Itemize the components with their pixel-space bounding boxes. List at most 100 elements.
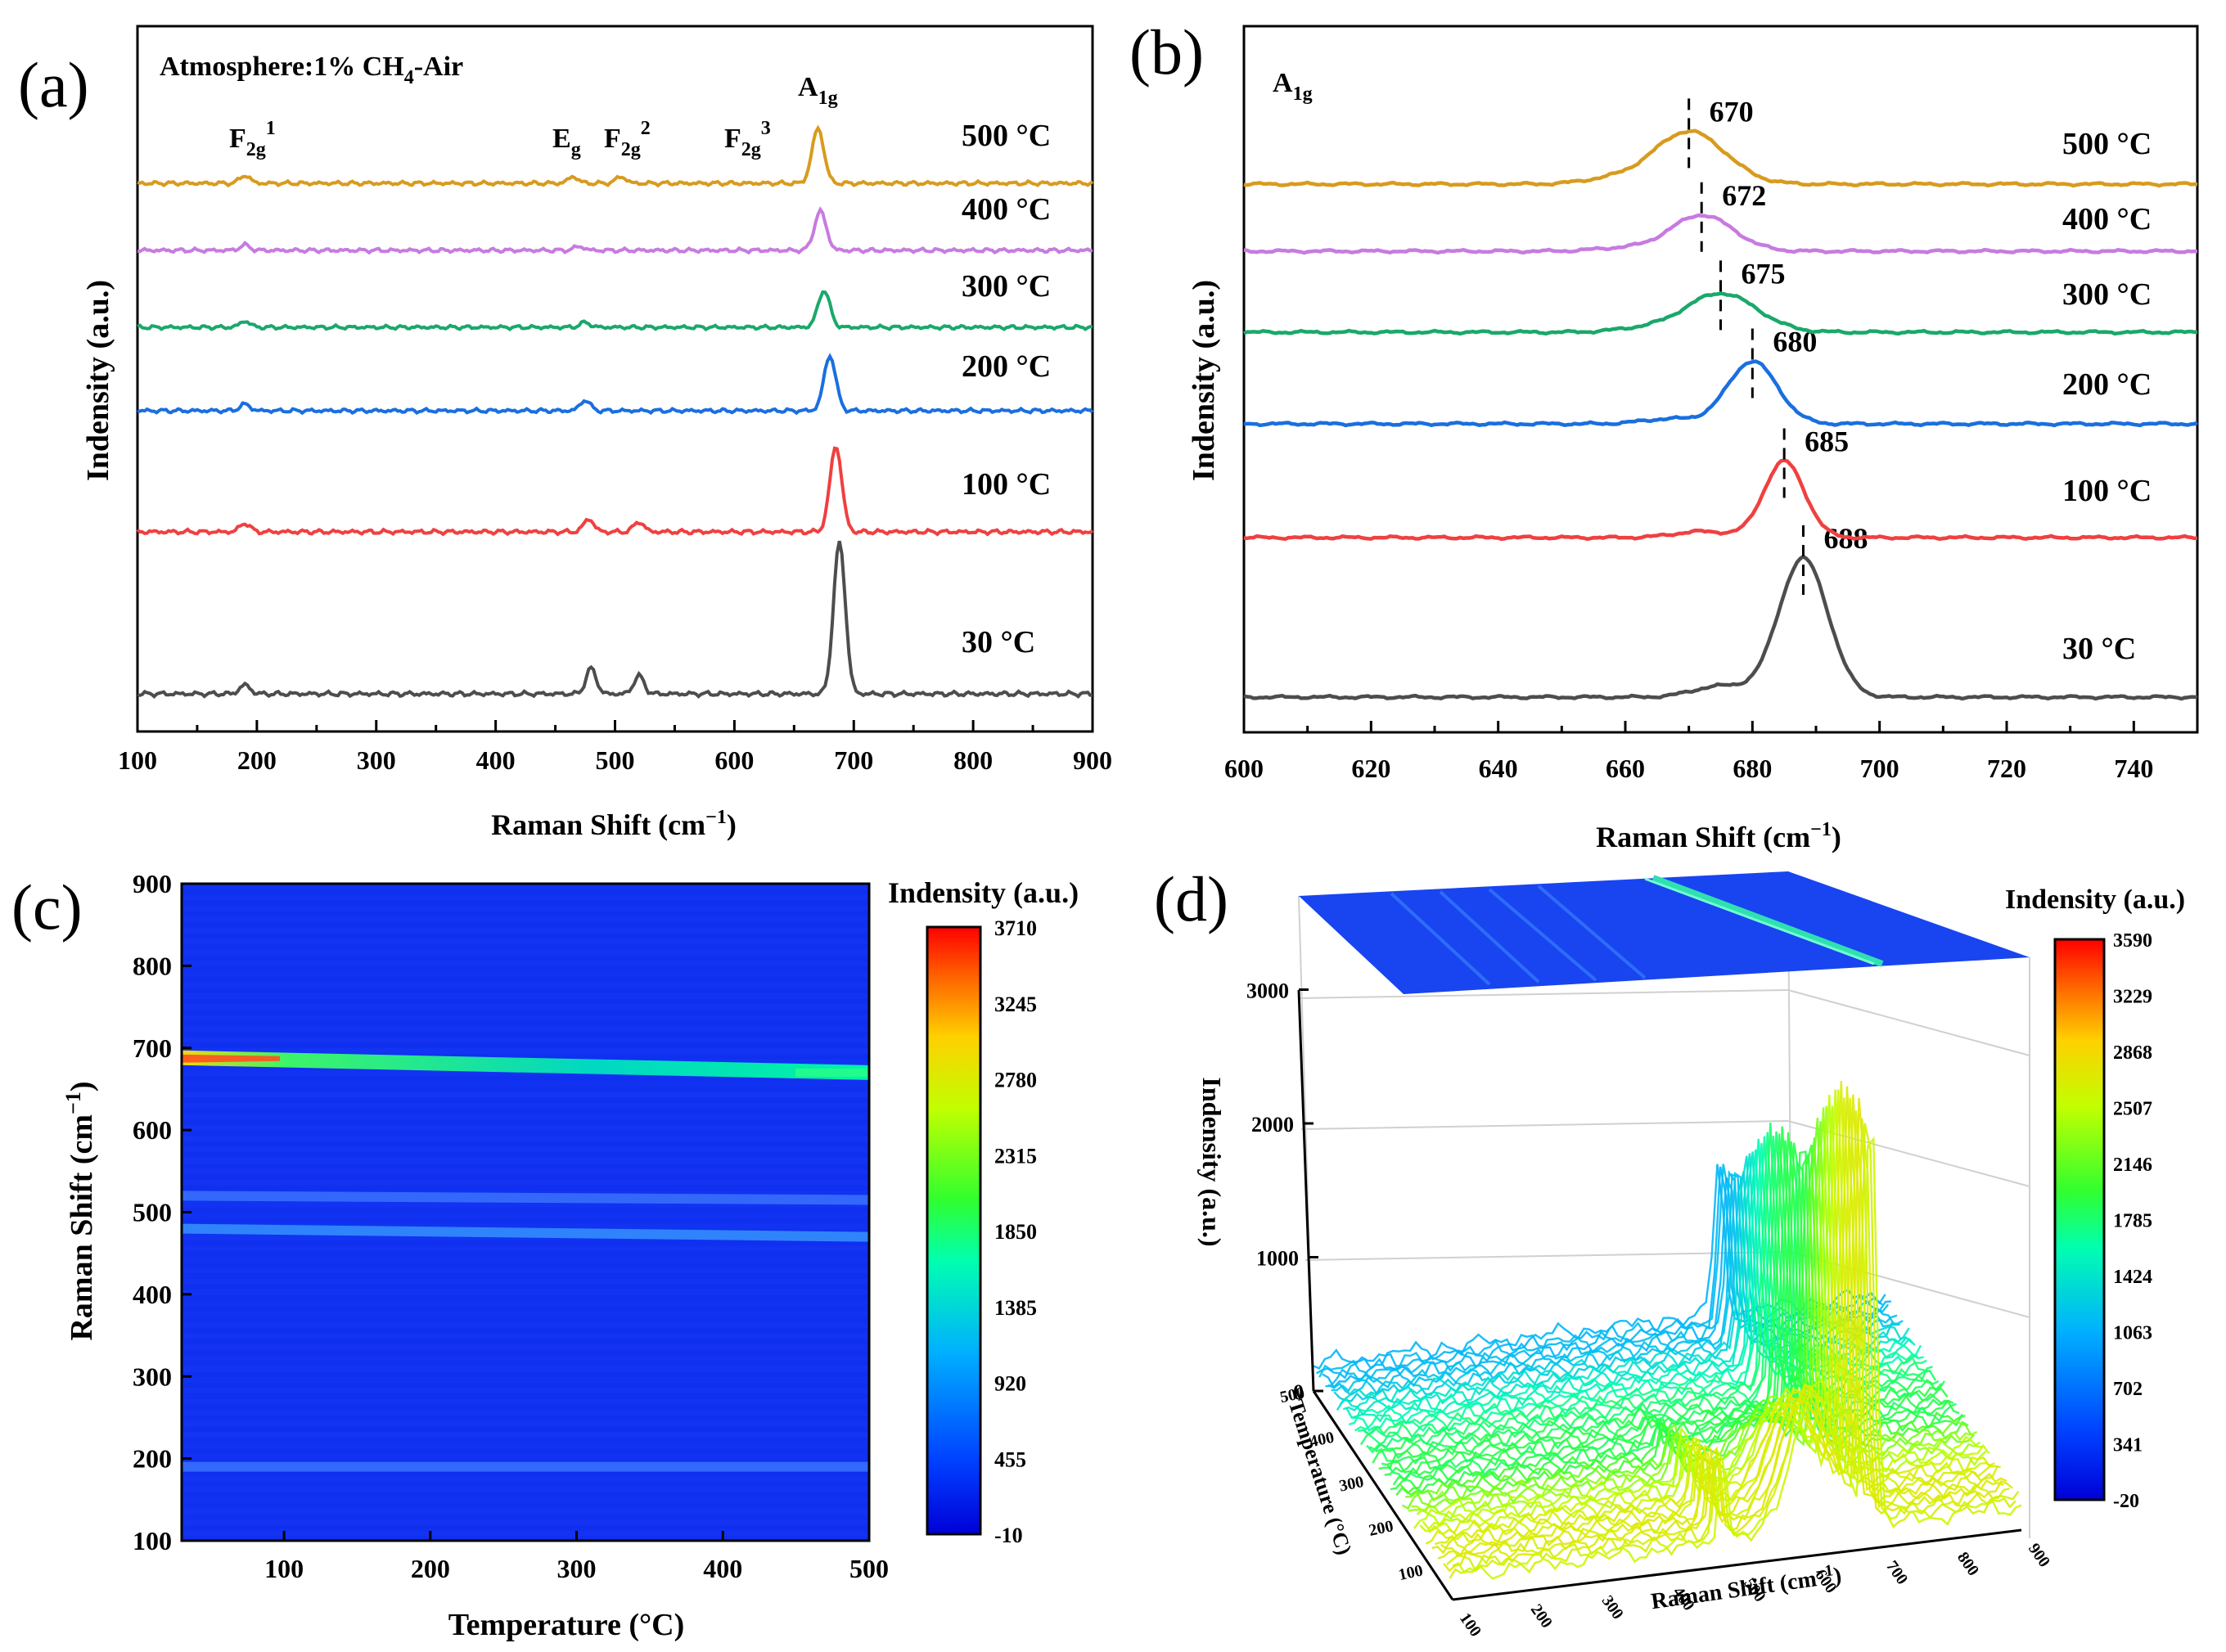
panel-c-xtick-label: 200 (411, 1554, 450, 1583)
panel-a-series-line (137, 124, 1094, 188)
panel-c-colorbar-label: 1385 (994, 1296, 1037, 1320)
panel-c-ytick-label: 400 (133, 1280, 172, 1309)
heatmap-striation (182, 939, 869, 944)
panel-b-series-label: 100 °C (2062, 474, 2152, 508)
panel-d-xlabel: Raman Shift (cm−1) (1649, 1560, 1843, 1614)
panel-b-series-line (1243, 291, 2198, 336)
heatmap-striation (182, 1475, 869, 1482)
panel-c-colorbar-title: Indensity (a.u.) (888, 876, 1079, 909)
panel-a-series-line (137, 206, 1093, 255)
panel-b-series-label: 200 °C (2062, 367, 2152, 402)
panel-b-xtick-label: 620 (1351, 754, 1390, 783)
panel-b-peak-label: 675 (1742, 257, 1786, 290)
panel-a-peak-label: Eg (552, 124, 581, 160)
panel-d-colorbar-label: 2868 (2113, 1042, 2152, 1064)
panel-c-colorbar-label: -10 (994, 1524, 1023, 1547)
panel-d-ztick-label: 0 (1293, 1380, 1304, 1404)
heatmap-striation (182, 1015, 869, 1021)
heatmap-striation (182, 1420, 869, 1427)
panel-d-colorbar-title: Indensity (a.u.) (2005, 885, 2185, 915)
heatmap-band (182, 1223, 869, 1242)
panel-c-colorbar-label: 1850 (994, 1220, 1037, 1244)
panel-b-xtick-label: 680 (1733, 754, 1772, 783)
heatmap-striation (182, 1069, 869, 1076)
panel-b-series-line (1243, 128, 2198, 188)
panel-a-xtick-label: 400 (476, 745, 516, 775)
heatmap-striation (182, 1443, 869, 1449)
panel-d-surface-line (1449, 1123, 2020, 1579)
panel-c-xtick-label: 400 (703, 1554, 742, 1583)
panel-c-xtick-label: 500 (849, 1554, 889, 1583)
panel-b-frame (1242, 25, 2199, 734)
panel-d-colorbar-label: 1063 (2113, 1323, 2152, 1344)
heatmap-striation (182, 1366, 869, 1372)
panel-a-xtick-label: 200 (237, 745, 277, 775)
panel-b-xtick-label: 600 (1224, 754, 1264, 783)
heatmap-striation (182, 1453, 869, 1460)
panel-b-xtick-label: 700 (1860, 754, 1899, 783)
heatmap-band (182, 1050, 869, 1080)
heatmap-striation (182, 1092, 869, 1098)
panel-d-colorbar-label: 2146 (2113, 1155, 2152, 1176)
heatmap-hotspot (182, 1054, 280, 1063)
panel-a-series-label: 100 °C (962, 467, 1051, 502)
heatmap-striation (182, 1497, 869, 1504)
panel-c-ylabel: Raman Shift (cm−1) (61, 1081, 99, 1340)
panel-b-ylabel: Indensity (a.u.) (1187, 280, 1221, 481)
panel-b-mode-label: A1g (1273, 68, 1313, 105)
panel-d-ztick-label: 1000 (1256, 1247, 1299, 1271)
heatmap-striation (182, 1213, 869, 1218)
panel-d-xtick-label: 100 (1456, 1609, 1485, 1640)
panel-d-surface-line (1378, 1132, 1949, 1470)
heatmap-striation (182, 1278, 869, 1285)
panel-c-xtick-label: 300 (557, 1554, 597, 1583)
heatmap-striation (182, 1103, 869, 1109)
panel-a-series-label: 300 °C (962, 269, 1051, 304)
heatmap-striation (182, 1179, 869, 1186)
panel-b-xtick-label: 660 (1606, 754, 1645, 783)
panel-c-colorbar (926, 925, 982, 1536)
panel-d-colorbar (2053, 938, 2106, 1501)
panel-a: (a) Atmosphere:1% CH4-Air F2g1 Eg F2g2 F2g3… (18, 25, 1112, 841)
panel-a-series-line (137, 540, 1093, 700)
panel-d-ytick-label: 300 (1337, 1473, 1365, 1496)
panel-d-zlabel: Indensity (a.u.) (1197, 1077, 1227, 1246)
panel-c-ytick-label: 800 (133, 951, 172, 980)
panel-d-xtick-label: 900 (2025, 1540, 2053, 1570)
panel-d-colorbar-label: 341 (2113, 1435, 2143, 1456)
heatmap-striation (182, 1410, 869, 1416)
heatmap-striation (182, 1158, 869, 1164)
panel-c-colorbar-label: 2780 (994, 1069, 1037, 1092)
panel-c-ytick-label: 500 (133, 1198, 172, 1227)
panel-a-peak-label: F2g2 (604, 118, 651, 160)
panel-d-colorbar-label: 3229 (2113, 987, 2152, 1008)
heatmap-striation (182, 1344, 869, 1350)
heatmap-striation (182, 1004, 869, 1011)
heatmap-striation (182, 894, 869, 901)
panel-c-colorbar-label: 2315 (994, 1144, 1037, 1168)
heatmap-striation (182, 1487, 869, 1492)
panel-c-colorbar-label: 3245 (994, 993, 1037, 1016)
panel-a-xtick-label: 600 (714, 745, 754, 775)
panel-b-series-label: 400 °C (2062, 202, 2152, 236)
heatmap-striation (182, 1037, 869, 1043)
heatmap-striation (182, 1267, 869, 1273)
panel-d-letter: (d) (1154, 863, 1228, 934)
panel-a-series-label: 500 °C (962, 119, 1051, 153)
panel-a-peak-label: A1g (798, 72, 838, 109)
panel-a-series-line (136, 446, 1094, 537)
panel-a-xtick-label: 900 (1073, 745, 1112, 775)
heatmap-striation (182, 927, 869, 934)
heatmap-striation (182, 1300, 869, 1307)
heatmap-striation (182, 1377, 869, 1383)
heatmap-striation (182, 1245, 869, 1252)
heatmap-striation (182, 1124, 869, 1131)
panel-d-xtick-label: 200 (1527, 1601, 1556, 1632)
heatmap-striation (182, 1256, 869, 1263)
heatmap-striation (182, 1519, 869, 1526)
panel-d-y-axis (1312, 1390, 1454, 1600)
heatmap-striation (182, 1114, 869, 1120)
panel-a-xtick-label: 800 (953, 745, 993, 775)
panel-a-peak-label: F2g3 (724, 118, 771, 160)
